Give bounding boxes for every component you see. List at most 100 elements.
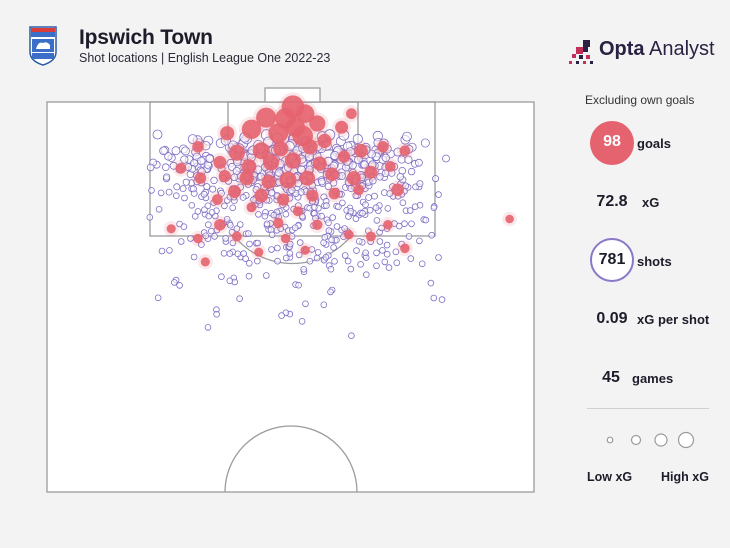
legend-divider — [587, 408, 709, 409]
shot-marker — [263, 220, 271, 228]
shot-marker — [152, 129, 163, 140]
goal-marker — [218, 170, 231, 183]
shot-marker — [401, 220, 408, 228]
shot-marker — [180, 155, 189, 164]
shot-marker — [171, 279, 178, 286]
shot-marker — [163, 173, 171, 181]
legend-low-label: Low xG — [587, 470, 633, 484]
shot-marker — [372, 204, 380, 212]
shot-marker — [286, 240, 294, 248]
shot-marker — [432, 175, 440, 183]
goal-marker — [277, 193, 290, 206]
shot-marker — [407, 255, 415, 262]
shot-marker — [328, 236, 336, 244]
xg-per-shot-value: 0.09 — [596, 310, 628, 327]
goal-marker — [246, 202, 257, 213]
goal-marker — [299, 170, 316, 186]
shot-marker — [203, 183, 211, 191]
opta-analyst-logo: Opta Analyst — [569, 38, 719, 66]
goal-marker — [346, 171, 361, 186]
shot-marker — [202, 232, 210, 240]
goal-marker — [309, 115, 326, 132]
goal-marker — [400, 243, 410, 254]
shot-marker — [239, 193, 247, 201]
shot-marker — [164, 152, 173, 161]
goal-marker — [354, 144, 368, 158]
shot-marker — [347, 208, 355, 215]
shot-marker — [355, 238, 363, 245]
goal-marker — [212, 194, 223, 205]
shot-marker — [318, 212, 325, 220]
shot-marker — [159, 146, 168, 156]
shot-marker — [245, 272, 253, 280]
shot-marker — [321, 233, 329, 241]
shots-label: shots — [637, 254, 672, 269]
shot-marker — [236, 221, 244, 228]
shot-marker — [201, 206, 208, 214]
shot-marker — [322, 253, 330, 261]
shot-marker — [222, 235, 229, 242]
shot-marker — [399, 199, 407, 207]
shot-marker — [438, 296, 446, 303]
shot-marker — [240, 250, 247, 257]
shot-marker — [204, 324, 212, 331]
shot-marker — [381, 153, 390, 163]
goal-marker — [254, 188, 269, 203]
shot-marker — [181, 194, 188, 202]
goal-marker — [166, 224, 176, 234]
shot-marker — [268, 231, 276, 239]
shot-marker — [348, 332, 355, 340]
opta-logo-icon — [569, 40, 593, 64]
shot-marker — [197, 156, 206, 166]
goal-marker — [377, 141, 389, 153]
goal-marker — [239, 170, 254, 186]
shot-marker — [427, 279, 435, 287]
shot-marker — [406, 207, 414, 214]
shot-marker — [218, 273, 225, 281]
shot-marker — [428, 231, 436, 239]
shot-marker — [420, 138, 430, 148]
shot-marker — [313, 254, 321, 262]
shot-marker — [435, 191, 442, 198]
shot-marker — [366, 206, 374, 214]
shot-marker — [416, 237, 423, 245]
goal-marker — [383, 220, 393, 230]
goal-marker — [193, 233, 203, 244]
goal-marker — [295, 104, 315, 123]
shot-marker — [418, 260, 426, 268]
goal-marker — [328, 187, 341, 200]
shot-marker — [430, 294, 438, 302]
shot-marker — [430, 204, 438, 212]
shot-marker — [362, 249, 369, 257]
goal-marker — [254, 247, 264, 257]
goal-marker — [192, 141, 204, 153]
goal-marker — [284, 152, 301, 169]
goal-marker — [231, 231, 242, 242]
goals-label: goals — [637, 136, 671, 151]
shot-marker — [208, 209, 216, 216]
goal-marker — [300, 245, 310, 255]
goal-marker — [261, 174, 276, 189]
goal-marker — [262, 154, 280, 171]
shot-marker — [414, 158, 423, 167]
goal-marker — [391, 183, 404, 197]
shot-marker — [333, 223, 341, 230]
shot-marker — [344, 257, 352, 265]
shot-marker — [166, 247, 173, 254]
goal-marker — [241, 119, 262, 139]
shot-marker — [246, 259, 253, 267]
shot-marker — [262, 272, 270, 279]
shot-marker — [320, 301, 328, 309]
shot-marker — [298, 317, 306, 325]
shot-marker — [408, 220, 415, 228]
goal-marker — [241, 159, 257, 174]
goal-marker — [175, 162, 187, 174]
shot-marker — [306, 257, 314, 265]
shot-marker — [331, 257, 338, 265]
shot-marker — [146, 214, 154, 221]
shot-marker — [341, 252, 349, 259]
goal-marker — [302, 139, 318, 155]
shot-marker — [345, 213, 352, 220]
shot-marker — [329, 214, 337, 221]
shot-marker — [270, 211, 278, 219]
